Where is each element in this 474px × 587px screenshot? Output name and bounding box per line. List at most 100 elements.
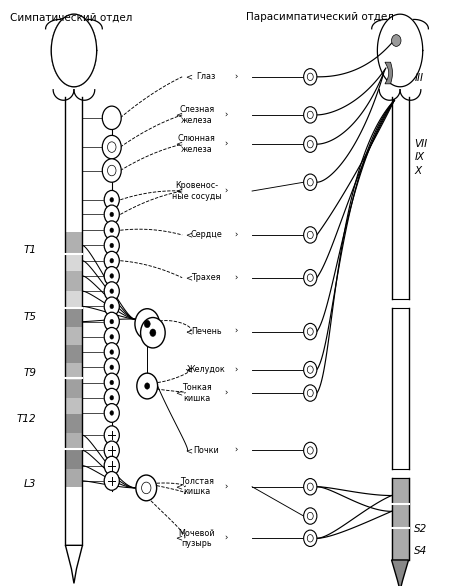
- Text: T1: T1: [23, 245, 36, 255]
- Bar: [65, 398, 82, 414]
- Circle shape: [104, 266, 119, 285]
- Circle shape: [104, 358, 119, 377]
- Circle shape: [104, 404, 119, 422]
- Circle shape: [104, 251, 119, 270]
- Circle shape: [304, 136, 317, 153]
- Text: <: <: [175, 187, 182, 195]
- Text: ›: ›: [234, 231, 237, 239]
- Text: ›: ›: [225, 389, 228, 397]
- Circle shape: [304, 107, 317, 123]
- Circle shape: [304, 442, 317, 458]
- Circle shape: [104, 343, 119, 362]
- Bar: [65, 309, 82, 328]
- Circle shape: [307, 447, 313, 454]
- Text: ›: ›: [225, 483, 228, 491]
- Bar: [65, 97, 82, 545]
- Circle shape: [136, 475, 156, 501]
- Text: Парасимпатический отдел: Парасимпатический отдел: [246, 12, 394, 22]
- Circle shape: [307, 389, 313, 397]
- Text: Тонкая
кишка: Тонкая кишка: [182, 383, 212, 403]
- Circle shape: [307, 231, 313, 239]
- Text: <: <: [185, 327, 192, 336]
- Text: X: X: [414, 166, 421, 176]
- Circle shape: [102, 159, 121, 182]
- Circle shape: [104, 373, 119, 392]
- Circle shape: [304, 227, 317, 243]
- Text: <: <: [175, 389, 182, 397]
- Text: <: <: [185, 231, 192, 239]
- Bar: [65, 291, 82, 309]
- Circle shape: [104, 236, 119, 255]
- Text: ›: ›: [234, 72, 237, 82]
- Bar: [65, 380, 82, 398]
- Circle shape: [110, 380, 114, 385]
- Circle shape: [392, 35, 401, 46]
- Circle shape: [304, 362, 317, 378]
- Text: III: III: [414, 73, 423, 83]
- Text: IX: IX: [414, 152, 424, 162]
- Circle shape: [110, 274, 114, 278]
- Circle shape: [104, 426, 119, 444]
- Circle shape: [307, 512, 313, 519]
- Text: Слюнная
железа: Слюнная железа: [178, 134, 216, 154]
- Polygon shape: [385, 62, 392, 84]
- Circle shape: [110, 411, 114, 415]
- Circle shape: [304, 385, 317, 402]
- Text: ›: ›: [234, 446, 237, 455]
- Text: Мочевой
пузырь: Мочевой пузырь: [179, 528, 215, 548]
- Bar: [65, 433, 82, 450]
- Circle shape: [110, 197, 114, 202]
- Bar: [65, 363, 82, 380]
- Circle shape: [110, 304, 114, 309]
- Text: <: <: [185, 72, 192, 82]
- Text: T5: T5: [23, 312, 36, 322]
- Circle shape: [104, 441, 119, 460]
- Text: ›: ›: [225, 187, 228, 195]
- Text: <: <: [175, 483, 182, 491]
- Text: Слезная
железа: Слезная железа: [179, 105, 214, 124]
- Text: <: <: [185, 273, 192, 282]
- Text: Толстая
кишка: Толстая кишка: [180, 477, 214, 497]
- Circle shape: [142, 482, 151, 494]
- Circle shape: [110, 228, 114, 232]
- Circle shape: [304, 174, 317, 190]
- Circle shape: [144, 320, 150, 328]
- Circle shape: [304, 69, 317, 85]
- Text: Кровенос-
ные сосуды: Кровенос- ные сосуды: [172, 181, 222, 201]
- Circle shape: [145, 383, 150, 389]
- Text: <: <: [175, 140, 182, 149]
- Text: S4: S4: [414, 546, 428, 556]
- Text: Почки: Почки: [193, 446, 219, 455]
- Circle shape: [307, 535, 313, 542]
- Bar: [65, 232, 82, 252]
- Circle shape: [110, 365, 114, 370]
- Polygon shape: [51, 14, 97, 87]
- Circle shape: [108, 166, 116, 176]
- Circle shape: [307, 274, 313, 281]
- Text: Печень: Печень: [191, 327, 221, 336]
- Circle shape: [141, 318, 165, 348]
- Circle shape: [110, 289, 114, 294]
- Text: <: <: [175, 110, 182, 119]
- Text: T9: T9: [23, 367, 36, 377]
- Bar: [65, 328, 82, 345]
- Circle shape: [307, 483, 313, 491]
- Circle shape: [110, 258, 114, 263]
- Circle shape: [150, 329, 156, 336]
- Circle shape: [102, 106, 121, 130]
- Circle shape: [307, 111, 313, 119]
- Circle shape: [104, 312, 119, 331]
- Circle shape: [110, 350, 114, 355]
- Circle shape: [135, 309, 159, 339]
- Text: ›: ›: [225, 534, 228, 543]
- Circle shape: [304, 323, 317, 340]
- Text: L3: L3: [24, 479, 36, 489]
- Circle shape: [104, 471, 119, 490]
- Circle shape: [104, 282, 119, 301]
- Polygon shape: [392, 308, 409, 469]
- Text: ›: ›: [225, 110, 228, 119]
- Text: <: <: [175, 534, 182, 543]
- Circle shape: [307, 366, 313, 373]
- Text: S2: S2: [414, 524, 428, 534]
- Circle shape: [104, 221, 119, 239]
